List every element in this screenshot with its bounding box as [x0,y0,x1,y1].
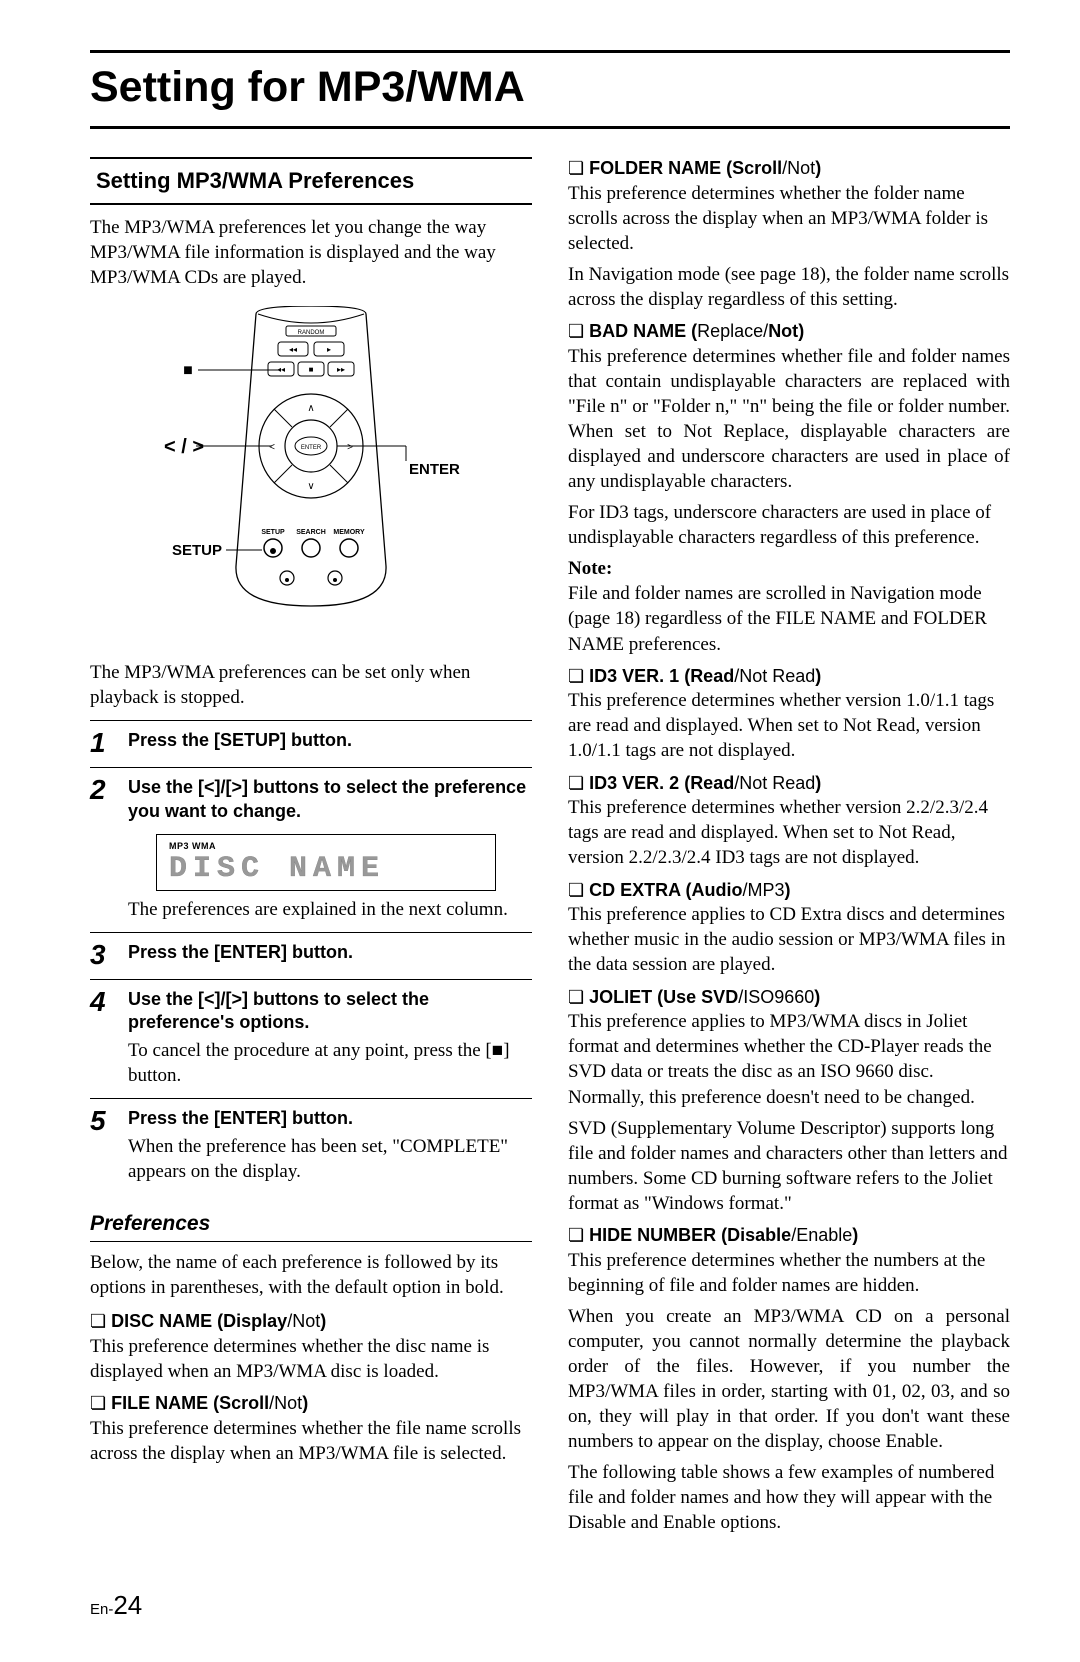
enter-callout-label: ENTER [409,461,460,478]
pref-title: ❏ ID3 VER. 2 (Read/Not Read) [568,772,1010,796]
step-number: 4 [90,988,118,1089]
step-title: Use the [<]/[>] buttons to select the pr… [128,988,532,1036]
svg-text:▸: ▸ [327,345,331,354]
pref-body: This preference determines whether file … [568,344,1010,494]
step-number: 5 [90,1107,118,1184]
pref-body: This preference determines whether the f… [568,181,1010,256]
step-number: 2 [90,776,118,921]
page-number: En-24 [90,1588,1010,1622]
step-title: Press the [SETUP] button. [128,729,532,753]
right-column: ❏ FOLDER NAME (Scroll/Not) This preferen… [568,157,1010,1542]
step-title: Use the [<]/[>] buttons to select the pr… [128,776,532,824]
note-body: File and folder names are scrolled in Na… [568,581,1010,656]
pref-body: This preference determines whether versi… [568,688,1010,763]
pref-item: ❏ HIDE NUMBER (Disable/Enable) This pref… [568,1224,1010,1536]
after-diagram-text: The MP3/WMA preferences can be set only … [90,660,532,710]
pref-item: ❏ ID3 VER. 1 (Read/Not Read) This prefer… [568,665,1010,764]
pref-body: The following table shows a few examples… [568,1460,1010,1535]
pref-item: ❏ ID3 VER. 2 (Read/Not Read) This prefer… [568,772,1010,871]
step-item: 1 Press the [SETUP] button. [90,720,532,767]
step-note: The preferences are explained in the nex… [128,897,532,922]
preferences-intro: Below, the name of each preference is fo… [90,1250,532,1300]
pref-body: SVD (Supplementary Volume Descriptor) su… [568,1116,1010,1216]
svg-text:▸▸: ▸▸ [337,365,345,374]
step-title: Press the [ENTER] button. [128,941,532,965]
page-title: Setting for MP3/WMA [90,50,1010,129]
left-column: Setting MP3/WMA Preferences The MP3/WMA … [90,157,532,1542]
svg-text:SEARCH: SEARCH [296,529,326,536]
pref-body: This preference determines whether the f… [90,1416,532,1466]
pref-body: This preference determines whether versi… [568,795,1010,870]
step-body-text: To cancel the procedure at any point, pr… [128,1038,532,1088]
pref-item: ❏ BAD NAME (Replace/Not) This preference… [568,320,1010,657]
enter-small-label: ENTER [301,445,322,451]
pref-body: In Navigation mode (see page 18), the fo… [568,262,1010,312]
pref-title: ❏ CD EXTRA (Audio/MP3) [568,879,1010,903]
lcd-text: DISC NAME [169,853,483,886]
step-item: 4 Use the [<]/[>] buttons to select the … [90,979,532,1099]
pref-body: This preference determines whether the d… [90,1334,532,1384]
svg-text:∧: ∧ [307,403,314,414]
step-number: 3 [90,941,118,969]
step-item: 2 Use the [<]/[>] buttons to select the … [90,767,532,931]
step-title: Press the [ENTER] button. [128,1107,532,1131]
svg-text:MEMORY: MEMORY [333,529,365,536]
note-label: Note: [568,556,1010,581]
pref-item: ❏ JOLIET (Use SVD/ISO9660) This preferen… [568,986,1010,1216]
lcd-mode-label: MP3 WMA [169,841,483,853]
lcd-display: MP3 WMA DISC NAME [156,834,496,891]
svg-text:∨: ∨ [307,481,314,492]
section-heading: Setting MP3/WMA Preferences [90,157,532,205]
svg-text:◂◂: ◂◂ [289,345,297,354]
svg-text:■: ■ [309,365,314,374]
pref-title: ❏ HIDE NUMBER (Disable/Enable) [568,1224,1010,1248]
pref-item: ❏ FILE NAME (Scroll/Not) This preference… [90,1392,532,1466]
step-item: 3 Press the [ENTER] button. [90,932,532,979]
pref-body: This preference applies to CD Extra disc… [568,902,1010,977]
step-body-text: When the preference has been set, "COMPL… [128,1134,532,1184]
pref-title: ❏ FILE NAME (Scroll/Not) [90,1392,532,1416]
nav-callout-label: < / > [164,436,204,458]
two-column-layout: Setting MP3/WMA Preferences The MP3/WMA … [90,157,1010,1542]
pref-item: ❏ DISC NAME (Display/Not) This preferenc… [90,1310,532,1384]
pref-title: ❏ JOLIET (Use SVD/ISO9660) [568,986,1010,1010]
step-item: 5 Press the [ENTER] button. When the pre… [90,1098,532,1194]
remote-diagram: RANDOM ◂◂ ▸ ◂◂ ■ ▸▸ ∧ [90,306,532,646]
step-list: 1 Press the [SETUP] button. 2 Use the [<… [90,720,532,1194]
svg-text:■: ■ [183,362,193,379]
pref-title: ❏ ID3 VER. 1 (Read/Not Read) [568,665,1010,689]
pref-title: ❏ FOLDER NAME (Scroll/Not) [568,157,1010,181]
pref-body: When you create an MP3/WMA CD on a perso… [568,1304,1010,1454]
svg-text:SETUP: SETUP [261,529,285,536]
pref-item: ❏ FOLDER NAME (Scroll/Not) This preferen… [568,157,1010,312]
step-number: 1 [90,729,118,757]
pref-title: ❏ BAD NAME (Replace/Not) [568,320,1010,344]
random-label: RANDOM [298,330,325,336]
pref-body: This preference determines whether the n… [568,1248,1010,1298]
svg-text:>: > [347,442,353,453]
pref-item: ❏ CD EXTRA (Audio/MP3) This preference a… [568,879,1010,978]
pref-body: This preference applies to MP3/WMA discs… [568,1009,1010,1109]
intro-paragraph: The MP3/WMA preferences let you change t… [90,215,532,290]
pref-title: ❏ DISC NAME (Display/Not) [90,1310,532,1334]
pref-body: For ID3 tags, underscore characters are … [568,500,1010,550]
preferences-subhead: Preferences [90,1210,532,1242]
svg-text:◂◂: ◂◂ [277,365,285,374]
svg-text:<: < [269,442,275,453]
setup-callout-label: SETUP [172,542,222,559]
